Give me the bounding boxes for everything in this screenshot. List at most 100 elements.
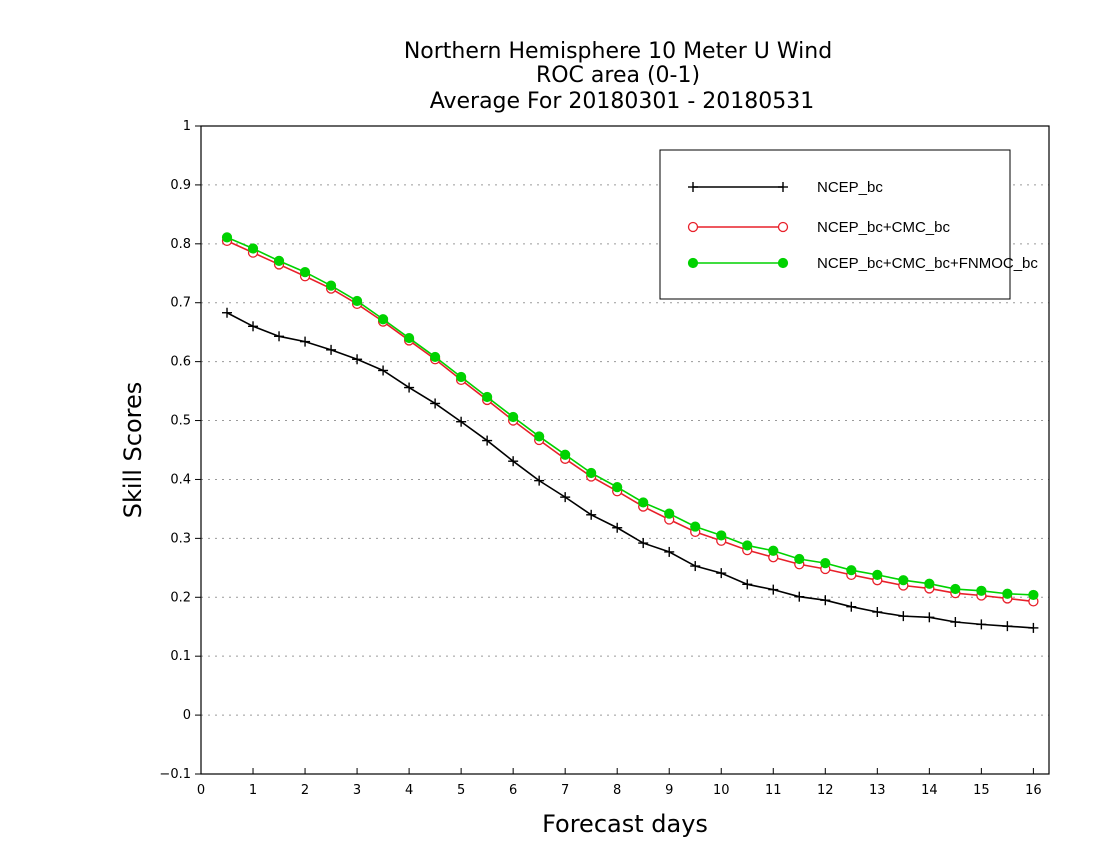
data-point xyxy=(898,611,909,622)
data-point xyxy=(482,435,493,446)
data-point xyxy=(716,530,727,541)
y-tick-label: 0.4 xyxy=(170,472,191,487)
data-point xyxy=(403,332,415,344)
data-point xyxy=(430,351,441,363)
data-point xyxy=(325,280,337,291)
data-point xyxy=(1002,588,1013,599)
x-tick-label: 8 xyxy=(613,783,621,798)
data-point xyxy=(950,617,961,628)
y-axis: −0.1 0 0.1 0.2 0.3 0.4 0.5 0.6 0.7 0.8 0.9 1 xyxy=(159,119,201,782)
data-point xyxy=(273,255,285,267)
data-point xyxy=(482,391,493,403)
data-point xyxy=(1002,621,1013,632)
data-point xyxy=(898,575,909,586)
y-tick-label: 0.8 xyxy=(170,237,191,252)
data-point xyxy=(222,307,233,318)
data-point xyxy=(378,365,389,376)
data-point xyxy=(1028,589,1039,601)
data-point xyxy=(299,266,311,278)
data-point xyxy=(586,509,597,520)
data-point xyxy=(430,398,441,409)
data-point xyxy=(352,354,363,365)
x-axis-label: Forecast days xyxy=(542,810,708,838)
data-point xyxy=(326,344,337,355)
x-tick-label: 3 xyxy=(353,783,361,798)
data-point xyxy=(664,546,675,557)
data-point xyxy=(456,416,467,427)
data-point xyxy=(872,607,883,617)
data-point xyxy=(456,371,467,383)
legend-marker xyxy=(778,182,788,192)
y-tick-label: 0.7 xyxy=(170,296,191,311)
data-point xyxy=(690,561,701,572)
y-axis-label: Skill Scores xyxy=(119,382,147,519)
legend-entry-3: NCEP_bc+CMC_bc+FNMOC_bc xyxy=(687,255,1038,272)
x-tick-label: 16 xyxy=(1025,783,1042,798)
data-point xyxy=(794,591,805,602)
x-tick-label: 6 xyxy=(509,783,517,798)
data-point xyxy=(586,467,597,479)
data-point xyxy=(612,482,623,493)
chart-title: Northern Hemisphere 10 Meter U Wind ROC … xyxy=(404,39,832,114)
data-point xyxy=(221,232,233,243)
x-tick-label: 13 xyxy=(869,783,886,798)
legend-marker xyxy=(688,182,698,192)
data-point xyxy=(924,612,935,623)
data-point xyxy=(560,449,571,460)
data-point xyxy=(976,619,987,630)
data-point xyxy=(1028,622,1039,633)
x-tick-label: 9 xyxy=(665,783,673,798)
legend-label: NCEP_bc+CMC_bc xyxy=(817,219,950,236)
chart-title-line-2: ROC area (0-1) xyxy=(536,63,700,88)
data-point xyxy=(950,583,961,595)
legend-box xyxy=(659,149,1011,300)
data-point xyxy=(248,321,259,332)
x-tick-label: 5 xyxy=(457,783,465,798)
x-tick-label: 1 xyxy=(249,783,257,798)
chart-title-line-1: Northern Hemisphere 10 Meter U Wind xyxy=(404,39,832,64)
legend-label: NCEP_bc+CMC_bc+FNMOC_bc xyxy=(817,255,1038,272)
data-point xyxy=(274,331,285,342)
data-point xyxy=(820,558,831,569)
x-tick-label: 0 xyxy=(197,783,205,798)
y-tick-label: 0.3 xyxy=(170,531,191,546)
legend: NCEP_bc NCEP_bc+CMC_bc NCEP_bc+CMC_bc+FNMO… xyxy=(659,149,1038,300)
y-tick-label: −0.1 xyxy=(159,767,191,782)
data-point xyxy=(508,411,519,423)
legend-marker xyxy=(777,221,789,233)
x-tick-label: 10 xyxy=(713,783,730,798)
legend-marker xyxy=(687,257,699,269)
legend-marker xyxy=(777,257,789,269)
data-point xyxy=(924,578,935,589)
data-point xyxy=(820,595,831,606)
x-tick-label: 14 xyxy=(921,783,938,798)
series-1 xyxy=(222,307,1039,633)
data-point xyxy=(534,475,545,486)
x-tick-label: 4 xyxy=(405,783,413,798)
data-point xyxy=(534,431,545,442)
data-point xyxy=(508,456,519,467)
x-tick-label: 2 xyxy=(301,783,309,798)
data-point xyxy=(768,584,779,595)
data-point xyxy=(404,382,415,393)
data-point xyxy=(247,243,259,254)
series-layer xyxy=(221,232,1039,633)
data-point xyxy=(976,585,987,596)
data-point xyxy=(351,295,363,307)
plot-area-frame xyxy=(200,125,1050,775)
data-point xyxy=(742,540,753,551)
y-tick-label: 0.1 xyxy=(170,649,191,664)
data-point xyxy=(846,601,857,612)
data-point xyxy=(846,565,857,576)
chart-title-line-3: Average For 20180301 - 20180531 xyxy=(430,89,815,114)
x-tick-label: 7 xyxy=(561,783,569,798)
x-axis: 0 1 2 3 4 5 6 7 8 9 10 11 12 13 14 15 16 xyxy=(197,768,1042,798)
data-point xyxy=(768,545,779,556)
data-point xyxy=(690,521,701,532)
legend-marker xyxy=(687,221,699,233)
x-tick-label: 15 xyxy=(973,783,990,798)
y-tick-label: 0.9 xyxy=(170,178,191,193)
data-point xyxy=(300,336,311,347)
y-tick-label: 0.5 xyxy=(170,414,191,429)
